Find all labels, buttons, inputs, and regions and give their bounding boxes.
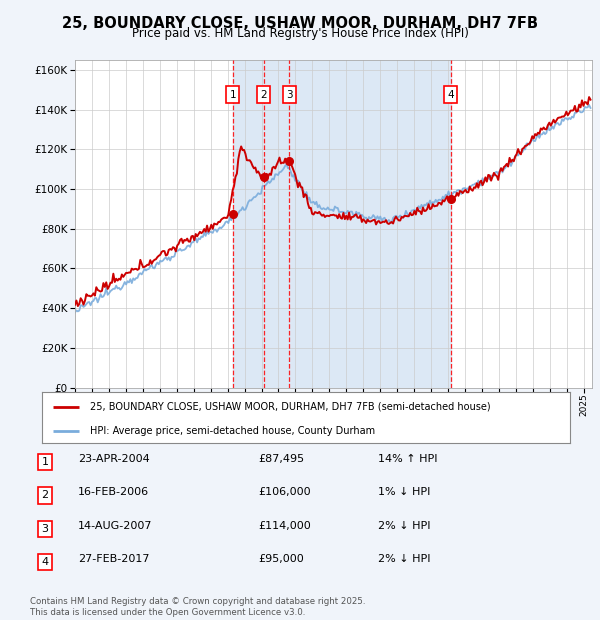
Text: 1: 1	[229, 89, 236, 100]
Text: 14% ↑ HPI: 14% ↑ HPI	[378, 454, 437, 464]
Text: £106,000: £106,000	[258, 487, 311, 497]
Text: 27-FEB-2017: 27-FEB-2017	[78, 554, 149, 564]
Text: 14-AUG-2007: 14-AUG-2007	[78, 521, 152, 531]
Text: 16-FEB-2006: 16-FEB-2006	[78, 487, 149, 497]
Text: 2% ↓ HPI: 2% ↓ HPI	[378, 521, 431, 531]
Text: 25, BOUNDARY CLOSE, USHAW MOOR, DURHAM, DH7 7FB (semi-detached house): 25, BOUNDARY CLOSE, USHAW MOOR, DURHAM, …	[89, 402, 490, 412]
Text: 1: 1	[41, 457, 49, 467]
Text: 23-APR-2004: 23-APR-2004	[78, 454, 150, 464]
Text: 3: 3	[286, 89, 292, 100]
Text: HPI: Average price, semi-detached house, County Durham: HPI: Average price, semi-detached house,…	[89, 425, 374, 436]
Text: 3: 3	[41, 524, 49, 534]
Text: 2: 2	[260, 89, 267, 100]
Text: Contains HM Land Registry data © Crown copyright and database right 2025.
This d: Contains HM Land Registry data © Crown c…	[30, 598, 365, 617]
Text: 1% ↓ HPI: 1% ↓ HPI	[378, 487, 430, 497]
Text: 4: 4	[447, 89, 454, 100]
Text: 25, BOUNDARY CLOSE, USHAW MOOR, DURHAM, DH7 7FB: 25, BOUNDARY CLOSE, USHAW MOOR, DURHAM, …	[62, 16, 538, 30]
Text: 2% ↓ HPI: 2% ↓ HPI	[378, 554, 431, 564]
Bar	[233, 60, 451, 388]
Text: 2: 2	[41, 490, 49, 500]
Text: Price paid vs. HM Land Registry's House Price Index (HPI): Price paid vs. HM Land Registry's House …	[131, 27, 469, 40]
Text: £87,495: £87,495	[258, 454, 304, 464]
Text: £95,000: £95,000	[258, 554, 304, 564]
Text: £114,000: £114,000	[258, 521, 311, 531]
Text: 4: 4	[41, 557, 49, 567]
